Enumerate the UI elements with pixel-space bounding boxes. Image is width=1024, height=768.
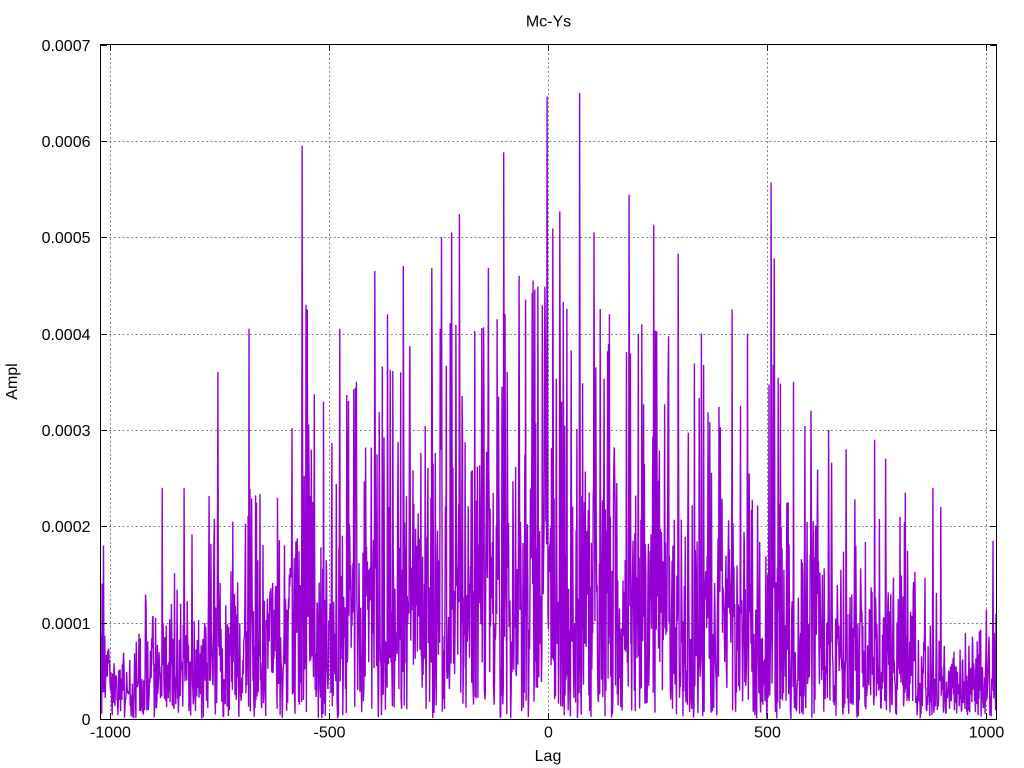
svg-text:Ampl: Ampl xyxy=(4,363,21,399)
svg-text:0.0003: 0.0003 xyxy=(42,423,91,440)
svg-text:0.0007: 0.0007 xyxy=(42,38,91,55)
svg-text:0.0004: 0.0004 xyxy=(42,327,91,344)
svg-text:0.0001: 0.0001 xyxy=(42,616,91,633)
svg-text:0.0002: 0.0002 xyxy=(42,519,91,536)
svg-text:500: 500 xyxy=(754,725,781,742)
svg-text:-1000: -1000 xyxy=(90,725,131,742)
svg-text:0.0005: 0.0005 xyxy=(42,230,91,247)
svg-text:1000: 1000 xyxy=(969,725,1005,742)
svg-text:Lag: Lag xyxy=(535,748,562,765)
svg-text:0: 0 xyxy=(82,712,91,729)
svg-text:0: 0 xyxy=(544,725,553,742)
svg-text:Mc-Ys: Mc-Ys xyxy=(526,14,571,31)
svg-text:0.0006: 0.0006 xyxy=(42,134,91,151)
svg-text:-500: -500 xyxy=(313,725,345,742)
